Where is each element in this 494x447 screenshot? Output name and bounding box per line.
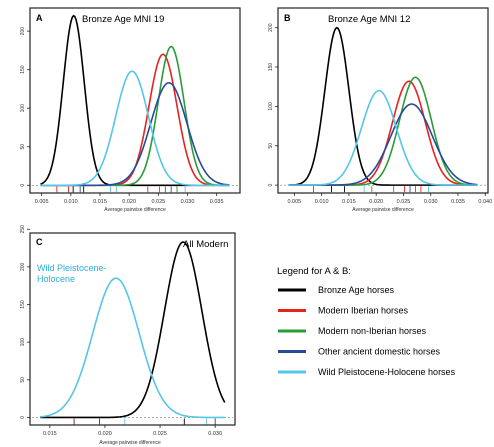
panel-b-x-axis: 0.005 0.010 0.015 0.020 0.025 0.030 0.035 0.040 [287,193,492,205]
panel-b-x-tick-label: 0.040 [478,199,492,205]
panel-c-y-tick-label: 150 [20,300,26,309]
panel-c-rug [73,418,216,425]
panel-b-y-tick-label: 100 [268,102,274,111]
panel-b-x-tick-label: 0.035 [451,199,465,205]
panel-a-x-axis: 0.005 0.010 0.015 0.020 0.025 0.030 0.035 [35,193,224,205]
panel-b-y-tick-label: 200 [268,23,274,32]
legend-item-label: Modern non-Iberian horses [318,326,427,336]
panel-b-x-tick-label: 0.015 [342,199,356,205]
legend-item-label: Bronze Age horses [318,285,395,295]
panel-a-curve-bronze [40,14,230,187]
panel-a-x-tick-label: 0.010 [64,199,78,205]
panel-c-annotation-line1: Wild Pleistocene- [37,263,107,273]
panel-a-curves [32,14,238,187]
panel-b-frame [277,7,489,194]
panel-a-y-tick-label: 100 [20,104,26,113]
panel-c-curve-bronze [40,241,226,419]
panel-c-curves [32,241,233,419]
panel-c-x-tick-label: 0.025 [153,431,167,437]
panel-b-y-tick-label: 0 [268,184,274,187]
panel-c-y-tick-label: 0 [20,416,26,419]
panel-a-x-tick-label: 0.005 [35,199,49,205]
panel-b-label: B [284,13,291,23]
panel-c-annotation-line2: Holocene [37,274,75,284]
panel-a-y-tick-label: 200 [20,27,26,36]
panel-c-y-tick-label: 100 [20,338,26,347]
legend-item-label: Modern Iberian horses [318,306,409,316]
panel-b-curves [280,26,486,186]
panel-a: A Bronze Age MNI 19 0.005 0.010 0.015 0.020… [20,7,241,213]
panel-c-y-tick-label: 200 [20,262,26,271]
panel-c-x-label: Average pairwise difference [99,440,161,446]
panel-b-y-tick-label: 50 [268,143,274,149]
panel-c-label: C [36,237,43,247]
panel-b-rug [313,186,429,193]
panel-b-x-tick-label: 0.030 [424,199,438,205]
panel-c-curve-wild [40,277,225,419]
legend: Legend for A & B: Bronze Age horses Moder… [277,266,456,377]
legend-items: Bronze Age horses Modern Iberian horses Mo… [278,285,456,377]
panel-a-x-tick-label: 0.030 [181,199,195,205]
panel-b-y-tick-label: 150 [268,63,274,72]
panel-a-y-axis: 0 50 100 150 200 [20,27,30,187]
panel-b-curve-wild [288,89,478,186]
panel-a-rug [56,186,186,193]
panel-b-x-tick-label: 0.020 [369,199,383,205]
panel-c-frame [29,232,236,426]
panel-a-curve-ancient [40,81,230,187]
panel-c-x-axis: 0.015 0.020 0.025 0.030 [43,425,222,437]
legend-item-label: Wild Pleistocene-Holocene horses [318,367,456,377]
panel-a-title: Bronze Age MNI 19 [82,14,164,25]
panel-c-x-tick-label: 0.020 [98,431,112,437]
legend-title: Legend for A & B: [277,266,351,277]
panel-c-x-tick-label: 0.015 [43,431,57,437]
panel-b-x-label: Average pairwise difference [352,207,414,213]
panel-a-x-tick-label: 0.035 [210,199,224,205]
panel-b-x-tick-label: 0.005 [287,199,301,205]
panel-c-title: All Modern [183,239,228,250]
legend-item-label: Other ancient domestic horses [318,347,441,357]
panel-b-x-tick-label: 0.025 [397,199,411,205]
panel-b: B Bronze Age MNI 12 0.005 0.010 0.015 0.020… [268,7,492,213]
panel-a-frame [29,7,241,194]
panel-b-y-axis: 0 50 100 150 200 [268,23,278,187]
panel-a-x-tick-label: 0.025 [151,199,165,205]
panel-a-x-tick-label: 0.020 [122,199,136,205]
panel-a-y-tick-label: 150 [20,65,26,74]
panel-c-x-tick-label: 0.030 [208,431,222,437]
panel-a-x-tick-label: 0.015 [93,199,107,205]
panel-a-y-tick-label: 0 [20,184,26,187]
panel-a-x-label: Average pairwise difference [104,207,166,213]
panel-a-y-tick-label: 50 [20,144,26,150]
panel-b-title: Bronze Age MNI 12 [328,14,410,25]
panel-c: C All Modern Wild Pleistocene- Holocene … [20,225,236,446]
panel-a-label: A [36,13,43,23]
panel-c-y-axis: 0 50 100 150 200 250 [20,225,30,419]
panel-a-curve-wild [40,70,230,187]
panel-c-y-tick-label: 250 [20,225,26,234]
panel-b-curve-bronze [288,26,478,186]
panel-c-y-tick-label: 50 [20,377,26,383]
panel-b-x-tick-label: 0.010 [315,199,329,205]
